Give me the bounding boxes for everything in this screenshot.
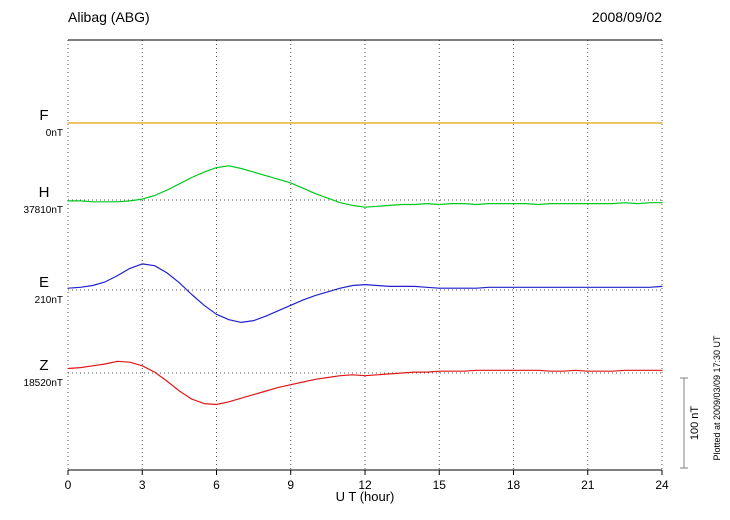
- x-tick-label: 9: [287, 478, 294, 492]
- trace-layer: [67, 122, 663, 406]
- x-axis-title: U T (hour): [336, 489, 395, 504]
- x-tick-label: 15: [433, 478, 447, 492]
- x-tick-label: 6: [213, 478, 220, 492]
- scale-bar-label: 100 nT: [689, 406, 701, 441]
- trace-z: [67, 360, 663, 406]
- station-title: Alibag (ABG): [68, 9, 150, 25]
- series-baseline-h: 37810nT: [24, 205, 63, 216]
- x-tick-label: 12: [358, 478, 372, 492]
- x-tick-label: 21: [581, 478, 595, 492]
- series-baseline-f: 0nT: [46, 128, 63, 139]
- series-label-z: Z: [39, 357, 48, 374]
- series-label-f: F: [39, 107, 48, 124]
- series-baseline-e: 210nT: [35, 295, 63, 306]
- series-label-h: H: [39, 184, 50, 201]
- x-tick-label: 24: [655, 478, 669, 492]
- date-label: 2008/09/02: [592, 9, 662, 25]
- plotted-at-note: Plotted at 2009/03/09 17:30 UT: [712, 335, 722, 461]
- trace-e: [67, 263, 663, 323]
- scale-bar-layer: [680, 377, 688, 469]
- x-tick-label: 3: [139, 478, 146, 492]
- x-tick-label: 0: [65, 478, 72, 492]
- x-tick-label: 18: [507, 478, 521, 492]
- series-baseline-z: 18520nT: [24, 378, 63, 389]
- trace-h: [67, 165, 663, 208]
- series-label-e: E: [39, 274, 49, 291]
